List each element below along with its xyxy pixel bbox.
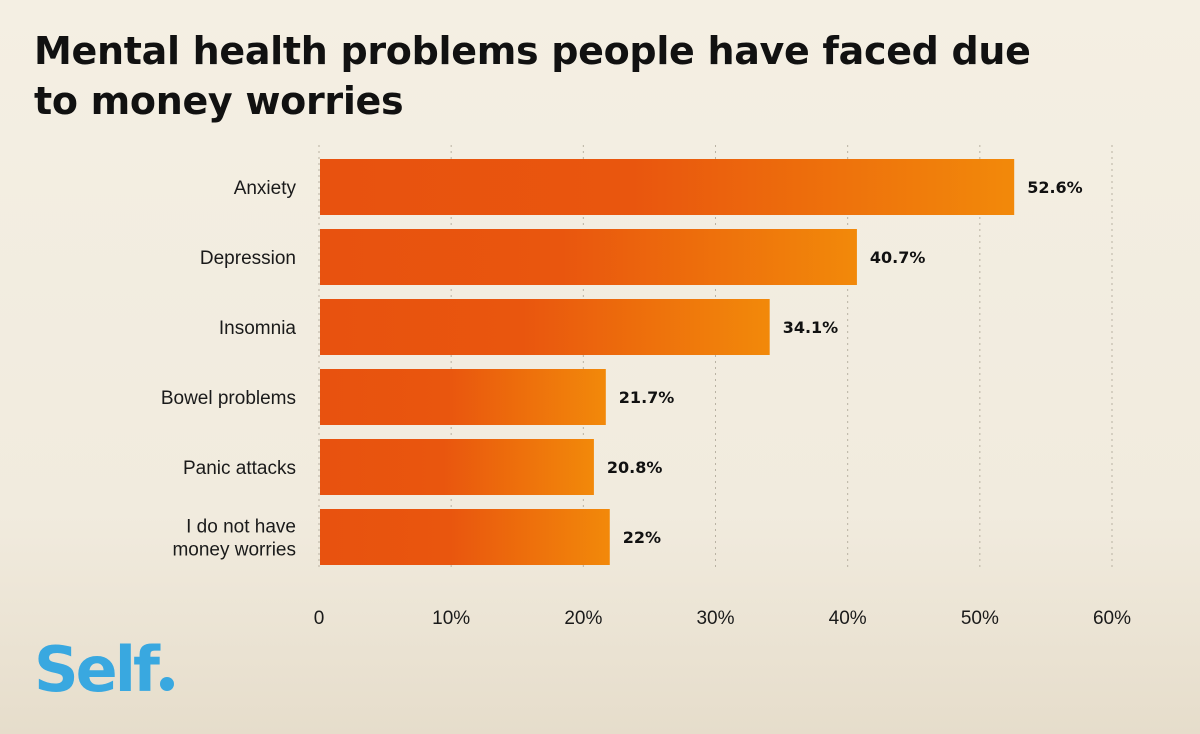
category-label: Panic attacks [183, 458, 296, 479]
category-label: Depression [200, 248, 296, 269]
bar [320, 299, 770, 355]
category-label: Bowel problems [161, 388, 296, 409]
gridlines [318, 145, 1113, 570]
bar [320, 159, 1015, 215]
category-label: Anxiety [234, 178, 297, 199]
brand-logo-text: Self [34, 633, 160, 706]
brand-logo-dot-icon [159, 677, 174, 691]
x-tick-label: 10% [432, 608, 470, 629]
value-labels: 52.6% 40.7% 34.1% 21.7% 20.8% 22% [607, 178, 1083, 547]
category-labels: Anxiety Depression Insomnia Bowel problems P… [161, 178, 297, 561]
chart-title: Mental health problems people have faced… [34, 29, 1031, 123]
bar [320, 509, 610, 565]
category-label: I do not have money worries [172, 517, 296, 561]
x-axis-ticks: 0 10% 20% 30% 40% 50% 60% [314, 608, 1131, 629]
value-label: 52.6% [1027, 178, 1083, 197]
x-tick-label: 20% [564, 608, 602, 629]
value-label: 34.1% [783, 318, 839, 337]
value-label: 21.7% [619, 388, 675, 407]
category-label: Insomnia [219, 318, 297, 339]
brand-logo: Self [34, 630, 174, 710]
x-tick-label: 40% [829, 608, 867, 629]
bar [320, 439, 594, 495]
bar [320, 229, 857, 285]
x-tick-label: 30% [696, 608, 734, 629]
value-label: 40.7% [870, 248, 926, 267]
bars [320, 159, 1015, 565]
x-tick-label: 60% [1093, 608, 1131, 629]
x-tick-label: 0 [314, 608, 325, 629]
value-label: 20.8% [607, 458, 663, 477]
value-label: 22% [623, 528, 661, 547]
x-tick-label: 50% [961, 608, 999, 629]
bar [320, 369, 606, 425]
